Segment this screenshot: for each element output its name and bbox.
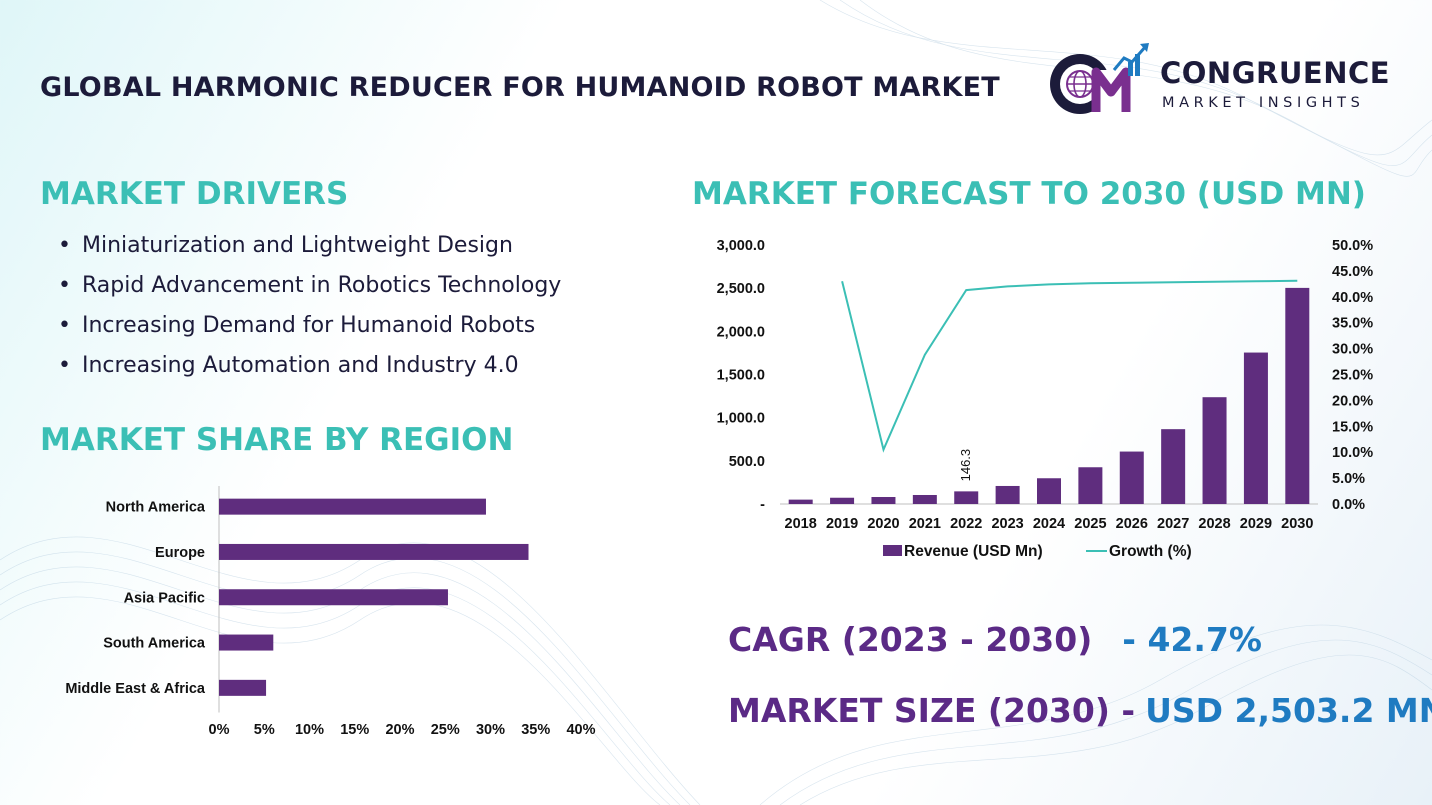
y-left-tick-label: 3,000.0	[717, 238, 765, 254]
region-label: Middle East & Africa	[65, 681, 206, 697]
x-tick-label: 2030	[1281, 516, 1313, 532]
y-right-tick-label: 5.0%	[1332, 471, 1365, 487]
y-right-tick-label: 40.0%	[1332, 290, 1373, 306]
legend-label-revenue: Revenue (USD Mn)	[904, 543, 1043, 560]
x-tick-label: 25%	[431, 722, 460, 738]
bullet-icon: •	[58, 313, 71, 338]
legend-swatch-revenue	[883, 545, 902, 556]
market-size-value: USD 2,503.2 MN	[1145, 691, 1432, 730]
region-label: Asia Pacific	[124, 590, 205, 606]
cagr-value: - 42.7%	[1122, 620, 1262, 659]
logo-tagline: MARKET INSIGHTS	[1162, 95, 1365, 111]
driver-text: Increasing Demand for Humanoid Robots	[82, 313, 536, 338]
y-right-tick-label: 10.0%	[1332, 445, 1373, 461]
x-tick-label: 2022	[950, 516, 982, 532]
revenue-bar	[1202, 397, 1227, 504]
revenue-bar	[1285, 287, 1310, 504]
region-bar	[219, 498, 486, 515]
bullet-icon: •	[58, 353, 71, 378]
y-right-tick-label: 25.0%	[1332, 368, 1373, 384]
y-right-tick-label: 30.0%	[1332, 342, 1373, 358]
x-tick-label: 2018	[785, 516, 817, 532]
revenue-bar	[830, 497, 855, 504]
x-tick-label: 2026	[1116, 516, 1148, 532]
y-left-tick-label: 1,000.0	[717, 411, 765, 427]
revenue-bar	[788, 499, 813, 504]
market-size-label: MARKET SIZE (2030) -	[728, 691, 1136, 730]
x-tick-label: 2023	[991, 516, 1023, 532]
y-left-tick-label: 2,000.0	[717, 324, 765, 340]
list-item: • Increasing Automation and Industry 4.0	[58, 348, 561, 388]
x-tick-label: 2027	[1157, 516, 1189, 532]
x-tick-label: 2019	[826, 516, 858, 532]
revenue-bar	[871, 497, 896, 504]
x-tick-label: 15%	[340, 722, 369, 738]
y-left-tick-label: 500.0	[729, 454, 765, 470]
forecast-heading: MARKET FORECAST TO 2030 (USD MN)	[692, 176, 1366, 212]
revenue-bar	[912, 494, 937, 504]
share-heading: MARKET SHARE BY REGION	[40, 422, 514, 458]
x-tick-label: 35%	[521, 722, 550, 738]
x-tick-label: 30%	[476, 722, 505, 738]
x-tick-label: 20%	[385, 722, 414, 738]
region-label: South America	[103, 636, 206, 652]
y-right-tick-label: 50.0%	[1332, 238, 1373, 254]
x-tick-label: 5%	[254, 722, 275, 738]
y-right-tick-label: 0.0%	[1332, 497, 1365, 513]
logo-name: CONGRUENCE	[1160, 56, 1391, 90]
x-tick-label: 2020	[867, 516, 899, 532]
y-left-tick-label: 2,500.0	[717, 281, 765, 297]
bar-data-label: 146.3	[958, 449, 973, 482]
revenue-bar	[1037, 478, 1061, 504]
x-tick-label: 10%	[295, 722, 324, 738]
revenue-bar	[1161, 429, 1186, 504]
drivers-list: • Miniaturization and Lightweight Design …	[58, 228, 561, 388]
region-bar	[219, 634, 274, 651]
y-right-tick-label: 45.0%	[1332, 264, 1373, 280]
region-label: North America	[106, 500, 206, 516]
cm-chart-globe-icon	[1050, 43, 1149, 114]
x-tick-label: 2028	[1198, 516, 1230, 532]
x-tick-label: 0%	[209, 722, 230, 738]
revenue-bar	[1078, 467, 1103, 504]
y-right-tick-label: 35.0%	[1332, 316, 1373, 332]
growth-line	[841, 279, 1298, 453]
region-bar	[219, 589, 448, 606]
x-tick-label: 40%	[566, 722, 595, 738]
revenue-bar	[954, 491, 979, 504]
region-label: Europe	[155, 545, 205, 561]
cagr-kpi: CAGR (2023 - 2030) - 42.7%	[728, 620, 1262, 659]
x-tick-label: 2025	[1074, 516, 1106, 532]
drivers-heading: MARKET DRIVERS	[40, 176, 349, 212]
bullet-icon: •	[58, 273, 71, 298]
company-logo: CONGRUENCE MARKET INSIGHTS	[1044, 40, 1404, 120]
x-tick-label: 2024	[1033, 516, 1065, 532]
x-tick-label: 2021	[909, 516, 941, 532]
page-title: GLOBAL HARMONIC REDUCER FOR HUMANOID ROB…	[40, 72, 1000, 103]
bullet-icon: •	[58, 233, 71, 258]
market-size-kpi: MARKET SIZE (2030) - USD 2,503.2 MN	[728, 691, 1432, 730]
y-left-tick-label: 1,500.0	[717, 368, 765, 384]
y-left-tick-label: -	[760, 497, 765, 513]
revenue-bar	[1119, 451, 1144, 504]
driver-text: Miniaturization and Lightweight Design	[82, 233, 513, 258]
driver-text: Increasing Automation and Industry 4.0	[82, 353, 519, 378]
list-item: • Increasing Demand for Humanoid Robots	[58, 308, 561, 348]
y-right-tick-label: 20.0%	[1332, 393, 1373, 409]
y-right-tick-label: 15.0%	[1332, 419, 1373, 435]
cagr-label: CAGR (2023 - 2030)	[728, 620, 1093, 659]
x-tick-label: 2029	[1240, 516, 1272, 532]
region-bar	[219, 543, 529, 560]
driver-text: Rapid Advancement in Robotics Technology	[82, 273, 562, 298]
revenue-bar	[995, 485, 1020, 504]
legend-label-growth: Growth (%)	[1109, 543, 1192, 560]
revenue-bar	[1243, 352, 1268, 504]
region-bar	[219, 679, 267, 696]
list-item: • Rapid Advancement in Robotics Technolog…	[58, 268, 561, 308]
list-item: • Miniaturization and Lightweight Design	[58, 228, 561, 268]
